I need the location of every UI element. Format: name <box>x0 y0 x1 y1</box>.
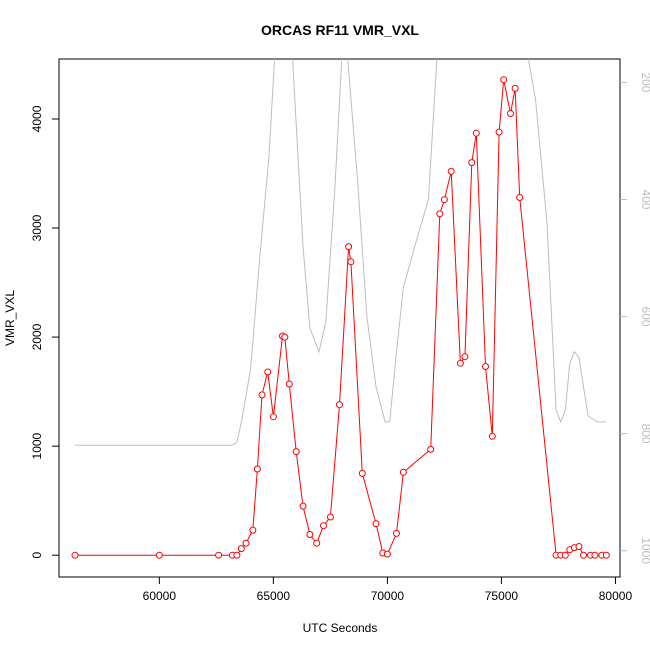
data-point <box>516 194 524 201</box>
data-point <box>383 550 391 558</box>
data-point <box>591 551 599 559</box>
data-point <box>456 359 464 367</box>
y-tick-label: 4000 <box>30 105 44 132</box>
y-tick-label: 1000 <box>30 432 44 459</box>
data-point <box>358 469 366 477</box>
y2-tick-label: 1000 <box>639 537 650 564</box>
y-tick-label: 2000 <box>30 323 44 350</box>
x-tick-label: 60000 <box>143 589 177 603</box>
data-point <box>237 545 245 553</box>
y2-tick-label: 400 <box>639 189 650 209</box>
x-tick-label: 80000 <box>599 589 633 603</box>
data-point <box>580 551 587 559</box>
data-point <box>372 520 380 528</box>
chart-title: ORCAS RF11 VMR_VXL <box>261 22 419 38</box>
data-point <box>313 539 321 547</box>
y2-tick-label: 200 <box>639 72 650 92</box>
x-tick-label: 75000 <box>485 589 519 603</box>
data-point <box>299 502 307 510</box>
data-point <box>468 159 476 167</box>
data-point <box>436 210 444 218</box>
x-axis: 60000 65000 70000 75000 80000 <box>143 577 633 603</box>
y-axis: 0 1000 2000 3000 4000 <box>30 105 59 559</box>
y-axis-label: VMR_VXL <box>3 290 17 346</box>
data-point <box>155 551 163 559</box>
data-point <box>561 551 569 559</box>
data-point <box>320 522 327 530</box>
data-point <box>575 543 583 550</box>
data-point <box>507 110 514 117</box>
data-point <box>345 243 353 251</box>
x-axis-label: UTC Seconds <box>303 621 378 635</box>
data-point <box>393 529 400 537</box>
data-point <box>281 333 289 341</box>
x-tick-label: 65000 <box>257 589 291 603</box>
plot-frame <box>58 58 621 578</box>
data-point <box>500 76 508 84</box>
data-point <box>447 167 455 175</box>
data-point <box>264 368 272 376</box>
data-point <box>285 380 293 388</box>
data-point <box>336 401 343 409</box>
data-point <box>326 513 334 521</box>
y-tick-label: 0 <box>30 552 44 559</box>
data-point <box>269 413 277 421</box>
data-point <box>71 551 79 559</box>
data-point <box>292 448 300 456</box>
y2-tick-label: 600 <box>639 307 650 327</box>
data-point <box>258 391 266 399</box>
data-point <box>602 551 610 559</box>
data-point <box>347 258 355 266</box>
data-point <box>399 468 407 476</box>
data-point <box>253 465 261 473</box>
x-tick-label: 70000 <box>371 589 405 603</box>
data-point <box>249 526 257 534</box>
data-point <box>482 363 489 370</box>
data-point <box>427 445 435 453</box>
secondary-series-line <box>75 59 607 446</box>
data-point <box>488 432 496 440</box>
y2-axis: 200 400 600 800 1000 <box>620 72 650 564</box>
data-point <box>306 531 314 538</box>
data-point <box>495 128 503 136</box>
data-point <box>461 353 469 361</box>
data-point <box>215 551 223 559</box>
data-point <box>472 129 480 137</box>
data-point <box>242 539 250 547</box>
data-point <box>233 551 241 559</box>
vmr-series-line <box>75 79 607 556</box>
y2-tick-label: 800 <box>639 424 650 444</box>
data-point <box>440 196 448 204</box>
y-tick-label: 3000 <box>30 214 44 241</box>
series-layer <box>71 59 610 559</box>
data-point <box>511 84 519 92</box>
